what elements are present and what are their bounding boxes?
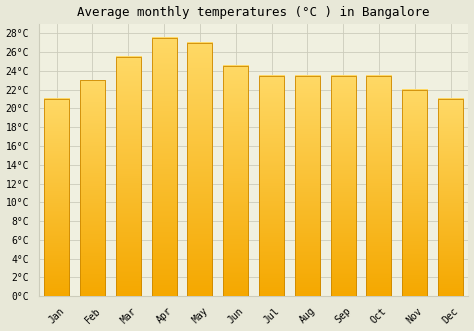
Bar	[223, 66, 248, 296]
Bar	[259, 75, 284, 296]
Bar	[330, 75, 356, 296]
Bar	[366, 75, 392, 296]
Title: Average monthly temperatures (°C ) in Bangalore: Average monthly temperatures (°C ) in Ba…	[77, 6, 430, 19]
Bar	[187, 43, 212, 296]
Bar	[80, 80, 105, 296]
Bar	[116, 57, 141, 296]
Bar	[438, 99, 463, 296]
Bar	[44, 99, 69, 296]
Bar	[152, 38, 177, 296]
Bar	[402, 90, 427, 296]
Bar	[295, 75, 320, 296]
